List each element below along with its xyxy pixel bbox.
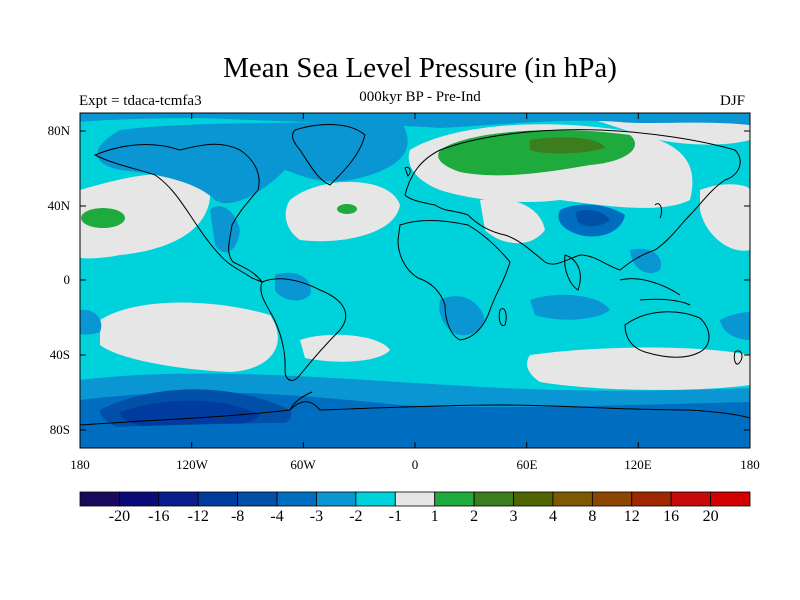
season-label: DJF	[720, 93, 746, 109]
colorbar-swatch	[434, 491, 475, 507]
lon-label-180w: 180	[70, 457, 90, 472]
colorbar-swatch	[158, 491, 199, 507]
colorbar-swatch	[670, 491, 711, 507]
colorbar-swatch	[591, 491, 633, 507]
colorbar-tick-label: -3	[309, 508, 324, 525]
colorbar-tick-label: 12	[623, 508, 640, 525]
lon-label-180e: 180	[740, 457, 760, 472]
colorbar-tick-label: 2	[470, 508, 479, 525]
colorbar-tick-label: 3	[509, 508, 518, 525]
map-title: Mean Sea Level Pressure (in hPa)	[223, 52, 617, 84]
colorbar-swatch	[513, 491, 554, 507]
lat-label-40n: 40N	[47, 198, 70, 213]
colorbar-swatch	[355, 491, 396, 507]
lon-label-60e: 60E	[516, 457, 538, 472]
colorbar-swatch	[394, 491, 436, 507]
colorbar-swatch	[631, 491, 672, 507]
colorbar-swatch	[316, 491, 357, 507]
colorbar-tick-label: -2	[349, 508, 363, 525]
map-subtitle: 000kyr BP - Pre-Ind	[359, 89, 481, 105]
lat-label-40s: 40S	[49, 347, 70, 362]
experiment-label: Expt = tdaca-tcmfa3	[79, 93, 202, 109]
axis-ticks	[79, 113, 751, 448]
colorbar-tick-label: 20	[702, 508, 719, 525]
coastlines	[80, 124, 750, 426]
colorbar-swatch	[710, 491, 751, 507]
colorbar-tick-label: -4	[270, 508, 284, 525]
pressure-field	[80, 113, 750, 448]
lon-label-0: 0	[411, 457, 419, 472]
colorbar-tick-label: -16	[148, 508, 170, 525]
lon-label-120w: 120W	[176, 457, 208, 472]
colorbar-tick-label: -12	[187, 508, 209, 525]
colorbar-tick-label: -20	[108, 508, 131, 525]
lon-label-120e: 120E	[624, 457, 652, 472]
colorbar-tick-label: 8	[588, 508, 597, 525]
colorbar-tick-label: 4	[548, 508, 557, 525]
colorbar-swatch	[197, 491, 239, 507]
colorbar-tick-label: -8	[230, 508, 245, 525]
colorbar	[79, 491, 751, 507]
colorbar-tick-label: -1	[388, 508, 402, 525]
lat-label-0: 0	[63, 272, 71, 287]
colorbar-swatch	[79, 491, 120, 507]
colorbar-tick-label: 16	[663, 508, 680, 525]
colorbar-swatch	[237, 491, 278, 507]
colorbar-swatch	[119, 491, 160, 507]
colorbar-tick-label: 1	[430, 508, 439, 525]
colorbar-swatch	[473, 491, 514, 507]
colorbar-swatch	[552, 491, 593, 507]
lon-label-60w: 60W	[290, 457, 316, 472]
colorbar-swatch	[276, 491, 317, 507]
lat-label-80s: 80S	[49, 422, 70, 437]
lat-label-80n: 80N	[47, 123, 70, 138]
